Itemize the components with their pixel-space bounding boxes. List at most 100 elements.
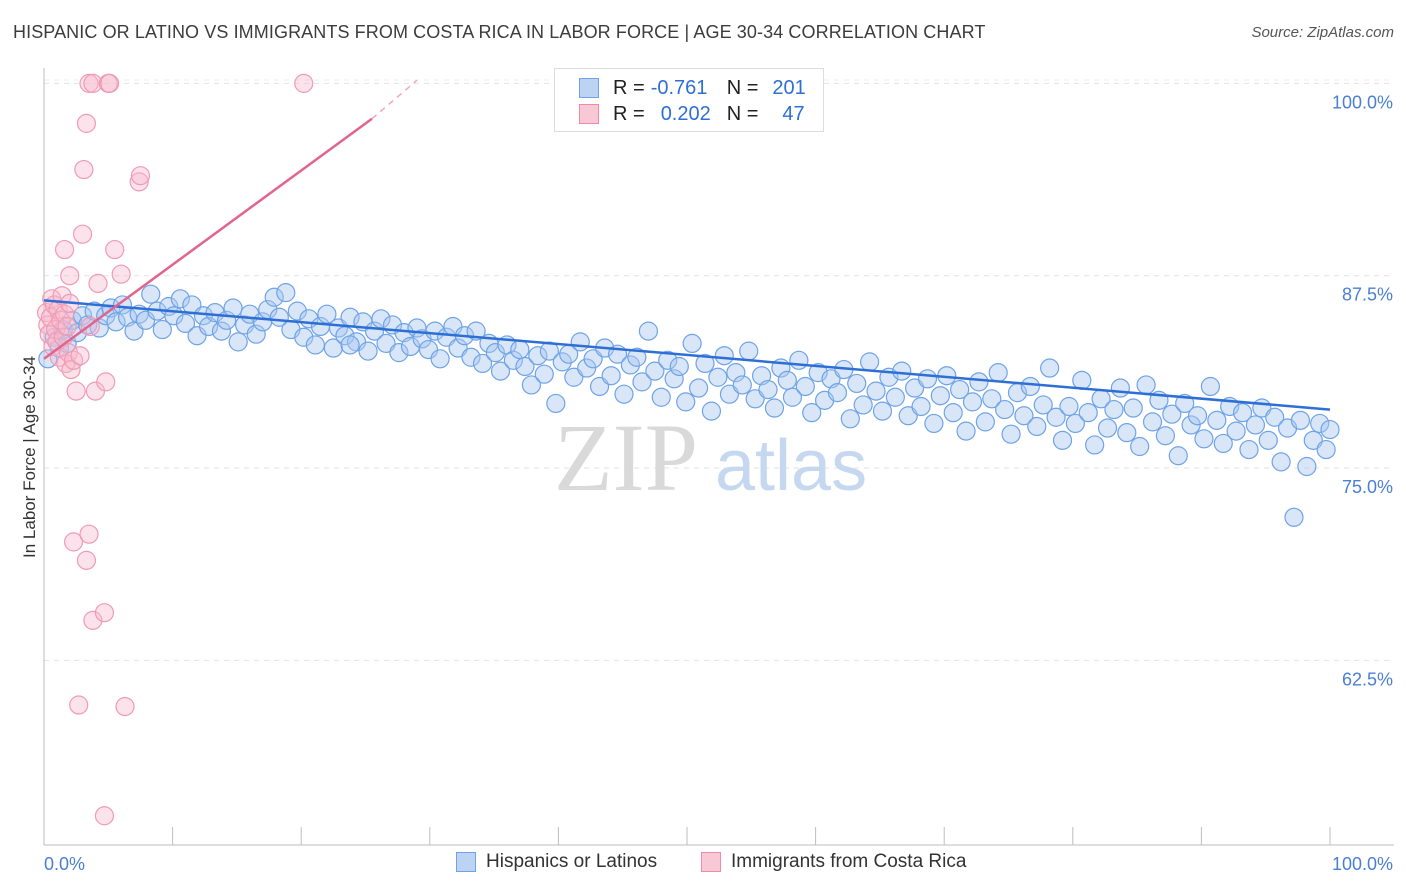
data-point <box>982 389 1002 409</box>
data-point <box>1052 430 1073 450</box>
watermark-atlas: atlas <box>715 426 867 506</box>
data-point <box>1136 375 1156 395</box>
data-point <box>211 321 232 341</box>
data-point <box>1187 406 1208 426</box>
data-point <box>340 335 360 355</box>
trend-line-costa-rica-extension <box>371 79 418 120</box>
data-point <box>1046 407 1066 427</box>
data-point <box>1020 376 1040 397</box>
data-point <box>205 303 225 323</box>
data-point <box>88 273 108 294</box>
data-point <box>1258 430 1278 450</box>
legend-r-label: R = <box>613 76 645 99</box>
data-point <box>777 370 797 390</box>
data-point <box>872 401 893 421</box>
data-point <box>1245 415 1266 435</box>
data-point <box>1207 410 1227 430</box>
data-point <box>782 387 803 407</box>
data-point <box>70 346 90 366</box>
data-point <box>83 73 103 93</box>
data-point <box>264 287 284 307</box>
legend-r-label: R = <box>613 102 645 125</box>
data-point <box>534 364 554 384</box>
data-point <box>930 386 950 406</box>
data-point <box>94 806 115 826</box>
data-point <box>1239 439 1259 460</box>
data-point <box>1232 403 1253 423</box>
x-tick-label: 0.0% <box>44 854 85 874</box>
data-point <box>1226 421 1246 441</box>
data-point <box>83 610 103 630</box>
data-point <box>795 376 815 397</box>
data-point <box>1110 378 1130 398</box>
legend-row-hispanic: R = -0.761 N = 201 <box>579 75 806 101</box>
data-point <box>708 367 728 387</box>
data-point <box>969 372 989 392</box>
data-point <box>130 166 151 186</box>
data-point <box>789 350 809 370</box>
data-point <box>52 286 72 306</box>
data-point <box>620 355 641 375</box>
bottom-legend-swatch-hispanic <box>456 852 476 872</box>
data-point <box>950 379 970 400</box>
legend-n-label: N = <box>726 102 759 125</box>
data-point <box>62 310 82 330</box>
data-point <box>695 353 715 374</box>
data-point <box>305 335 325 355</box>
data-point <box>1316 439 1336 460</box>
y-tick-label: 62.5% <box>1342 669 1393 689</box>
data-point <box>745 389 765 409</box>
legend-r-value: -0.761 <box>650 76 708 99</box>
data-point <box>570 332 590 352</box>
data-point <box>1297 456 1317 477</box>
y-axis-label: In Labor Force | Age 30-34 <box>20 356 39 558</box>
data-point <box>76 550 97 570</box>
data-point <box>802 403 822 423</box>
data-point <box>885 387 905 407</box>
data-point <box>1155 426 1175 446</box>
y-tick-label: 75.0% <box>1342 477 1393 497</box>
data-point <box>170 289 190 309</box>
data-point <box>614 384 634 404</box>
data-point <box>76 113 97 133</box>
data-point <box>601 366 621 386</box>
data-point <box>726 363 746 383</box>
data-point <box>1078 403 1098 423</box>
data-point <box>287 301 307 321</box>
data-point <box>1175 393 1195 414</box>
trend-line-hispanic <box>43 299 1331 411</box>
axes <box>43 68 1394 846</box>
data-point <box>96 372 116 392</box>
legend-swatch-hispanic <box>579 78 599 98</box>
data-point <box>358 341 378 361</box>
data-point <box>1014 406 1034 426</box>
data-point <box>739 341 759 361</box>
data-point <box>105 239 125 260</box>
data-point <box>1290 410 1311 430</box>
data-point <box>1072 370 1092 390</box>
data-point <box>515 356 535 377</box>
data-point <box>956 421 976 441</box>
watermark: ZIP atlas <box>554 404 867 511</box>
series-costa-rica <box>36 73 314 826</box>
data-point <box>1001 424 1021 444</box>
data-point <box>1142 412 1163 432</box>
data-point <box>1200 376 1221 397</box>
data-point <box>521 375 541 395</box>
data-point <box>651 387 671 407</box>
legend-row-costa-rica: R = 0.202 N = 47 <box>579 101 805 127</box>
data-point <box>638 321 659 341</box>
data-point <box>376 333 396 354</box>
data-point <box>714 346 734 366</box>
data-point <box>860 352 880 372</box>
y-tick-label: 87.5% <box>1342 285 1393 305</box>
data-point <box>461 347 481 367</box>
data-point <box>764 398 785 418</box>
data-point <box>294 327 314 347</box>
data-point <box>1097 418 1118 438</box>
data-point <box>106 312 126 332</box>
data-point <box>917 369 938 389</box>
data-point <box>847 373 867 394</box>
data-point <box>54 239 75 260</box>
data-point <box>682 333 702 354</box>
